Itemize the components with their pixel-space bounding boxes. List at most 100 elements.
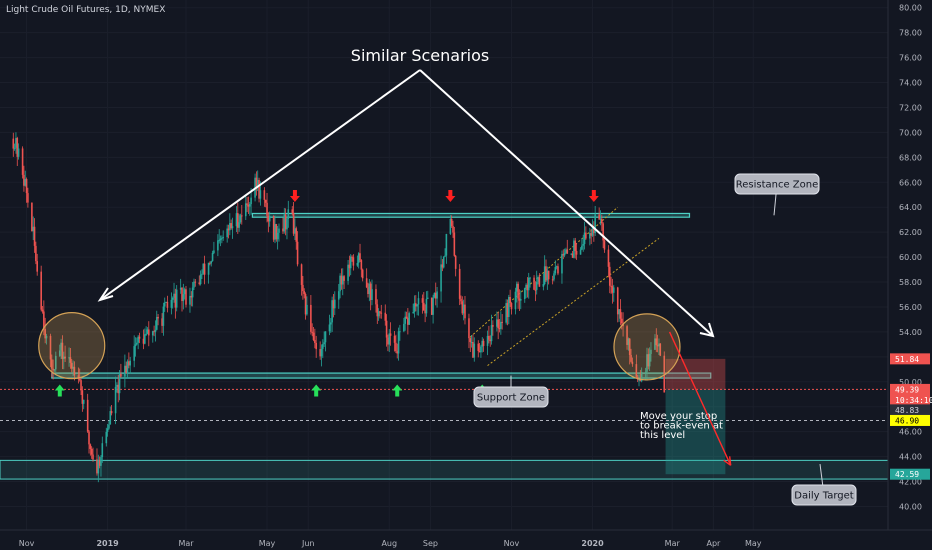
candle-body <box>514 291 517 310</box>
candle-body <box>403 323 405 332</box>
candle-body <box>440 264 442 292</box>
candle-body <box>250 197 252 205</box>
price-tick-label: 40.00 <box>899 503 922 512</box>
candle-body <box>77 375 80 380</box>
candle-body <box>351 256 353 258</box>
candle-body <box>303 291 306 294</box>
candle-body <box>412 312 414 314</box>
candle-body <box>287 209 290 219</box>
price-tag-bg <box>890 353 930 365</box>
candle-body <box>126 361 129 374</box>
candle-body <box>54 355 57 370</box>
candle-body <box>310 304 312 332</box>
price-tick-label: 42.00 <box>899 478 922 487</box>
candle-body <box>64 356 66 359</box>
candle-body <box>41 309 44 312</box>
candle-body <box>638 379 640 381</box>
candle-body <box>190 295 193 298</box>
candle-body <box>341 276 344 285</box>
candle-body <box>436 291 438 299</box>
candle-body <box>211 252 214 262</box>
candle-body <box>278 228 280 233</box>
candle-body <box>433 292 436 298</box>
candle-body <box>421 298 424 303</box>
candle-body <box>519 299 522 301</box>
candle-body <box>445 233 448 256</box>
candle-body <box>256 179 259 187</box>
price-tick-label: 54.00 <box>899 328 922 337</box>
candle-body <box>546 270 549 281</box>
support-zone-callout-box <box>473 386 549 408</box>
candle-body <box>585 232 587 239</box>
candle-body <box>163 302 166 307</box>
candle-body <box>179 287 182 290</box>
candle-body <box>554 267 557 274</box>
candle-body <box>100 457 102 466</box>
candle-body <box>210 261 213 264</box>
candle-body <box>352 257 355 266</box>
candle-body <box>582 244 585 246</box>
candle-body <box>202 263 205 274</box>
candle-body <box>385 320 388 338</box>
candle-body <box>33 226 36 246</box>
candle-body <box>162 306 165 326</box>
candle-body <box>442 256 445 268</box>
candle-body <box>319 349 321 357</box>
support-bounce-arrow-icon <box>392 384 403 397</box>
candle-body <box>557 266 559 274</box>
candle-body <box>217 240 219 251</box>
candle-body <box>49 335 52 360</box>
candle-body <box>547 270 550 280</box>
candle-body <box>407 318 409 325</box>
candle-body <box>650 349 652 354</box>
highlight-circle-left <box>38 312 106 380</box>
candle-body <box>589 233 591 239</box>
candle-body <box>44 329 46 339</box>
candle-body <box>565 249 567 254</box>
candle-body <box>109 411 112 425</box>
price-tick-label: 50.00 <box>899 378 922 387</box>
candle-body <box>329 322 332 325</box>
channel-line <box>469 206 619 338</box>
candle-body <box>526 284 529 291</box>
resistance-reject-arrow-icon <box>289 189 300 202</box>
candle-body <box>312 332 315 340</box>
price-tick-label: 72.00 <box>899 103 922 112</box>
time-tick-label: Jun <box>301 539 315 548</box>
candle-body <box>155 316 158 330</box>
candle-body <box>142 338 145 344</box>
scenario-arrowhead-left <box>97 287 114 302</box>
candle-body <box>291 209 294 214</box>
target-arrowhead-icon <box>723 456 732 466</box>
candle-body <box>343 276 345 281</box>
candle-body <box>52 368 54 371</box>
candle-body <box>430 297 433 315</box>
candle-body <box>399 331 401 333</box>
candle-body <box>450 218 453 227</box>
price-tag-bg <box>890 394 930 406</box>
candle-body <box>555 266 558 268</box>
candle-body <box>43 311 45 330</box>
candle-body <box>628 338 631 355</box>
candle-body <box>492 325 494 327</box>
candle-body <box>300 264 303 285</box>
candle-body <box>482 340 485 346</box>
candle-body <box>331 300 333 323</box>
time-tick-label: Nov <box>504 539 520 548</box>
candle-body <box>375 289 377 305</box>
candle-body <box>62 356 65 359</box>
candle-body <box>276 232 279 240</box>
time-tick-label: May <box>745 539 762 548</box>
candle-body <box>458 268 461 299</box>
candle-body <box>175 289 178 308</box>
candle-body <box>508 297 510 317</box>
scenarios-title: Similar Scenarios <box>351 46 489 65</box>
candle-body <box>500 321 502 329</box>
time-tick-label: Sep <box>423 539 438 548</box>
price-tick-label: 58.00 <box>899 278 922 287</box>
candle-body <box>324 331 327 343</box>
candle-body <box>611 286 614 293</box>
resistance-reject-arrow-icon <box>445 189 456 202</box>
price-tick-label: 74.00 <box>899 79 922 88</box>
